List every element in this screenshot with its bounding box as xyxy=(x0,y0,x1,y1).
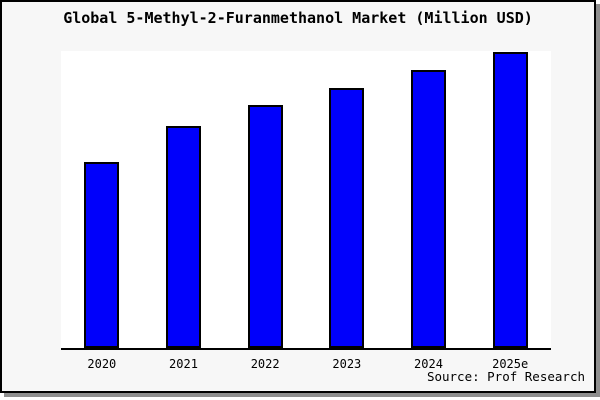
bar-2024 xyxy=(411,70,446,348)
x-tick-label-2024: 2024 xyxy=(414,357,443,371)
bar-2020 xyxy=(84,162,120,348)
bar-2025e xyxy=(492,52,528,348)
x-tick-label-2023: 2023 xyxy=(332,357,362,371)
x-tick-label-2022: 2022 xyxy=(250,357,280,371)
x-tick-label-2025e: 2025e xyxy=(492,357,529,371)
x-tick-label-2020: 2020 xyxy=(87,357,117,371)
chart-title: Global 5-Methyl-2-Furanmethanol Market (… xyxy=(63,9,533,27)
x-tick-label-2021: 2021 xyxy=(169,357,198,371)
bar-2023 xyxy=(329,88,365,348)
source-credit: Source: Prof Research xyxy=(426,369,585,384)
plot-area xyxy=(61,51,551,350)
bar-2021 xyxy=(166,126,201,348)
bar-2022 xyxy=(247,105,283,348)
